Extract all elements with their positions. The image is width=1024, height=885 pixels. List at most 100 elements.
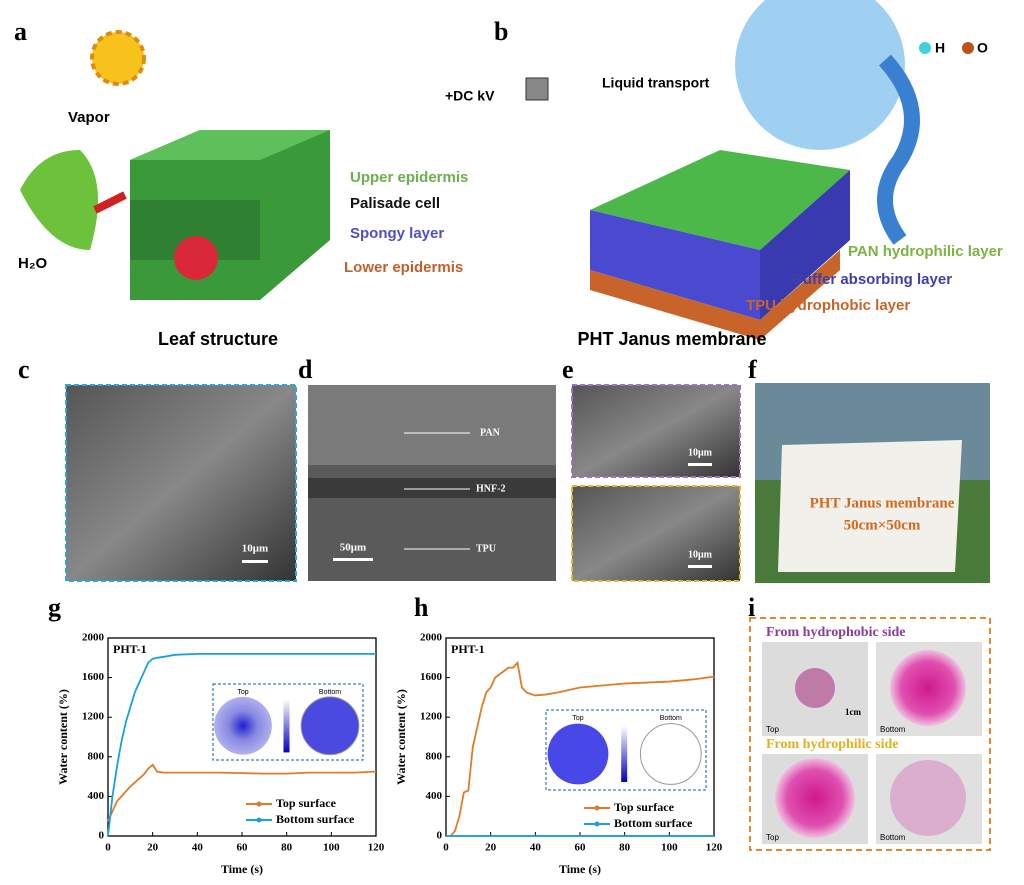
panel-label: a <box>14 17 27 46</box>
y-tick-label: 1200 <box>420 711 443 723</box>
x-axis-label: Time (s) <box>559 862 601 876</box>
inset-colorbar <box>283 699 290 753</box>
photo-label: Bottom <box>880 833 906 842</box>
x-tick-label: 100 <box>323 842 340 854</box>
scale-label: 50μm <box>340 542 366 554</box>
y-tick-label: 2000 <box>420 632 443 644</box>
x-tick-label: 60 <box>237 842 249 854</box>
panel-label: h <box>414 593 429 622</box>
caption: Leaf structure <box>158 329 278 349</box>
legend-marker <box>256 817 262 823</box>
y-tick-label: 400 <box>426 790 443 802</box>
panel-i: From hydrophobic side Top Bottom 1cm Fro… <box>749 617 991 851</box>
label: Vapor <box>68 109 110 126</box>
legend-label: Bottom surface <box>276 812 355 826</box>
layer-label: TPU <box>476 543 496 554</box>
panel-e: 10μm 10μm <box>571 384 741 582</box>
atom-label: H <box>935 40 945 56</box>
panel-label: f <box>748 355 757 384</box>
label: H₂O <box>18 255 47 272</box>
x-tick-label: 0 <box>443 842 449 854</box>
label: 50cm×50cm <box>844 517 921 533</box>
panel-label: i <box>748 593 755 622</box>
inset-label: Bottom <box>319 689 341 696</box>
legend-marker <box>594 805 600 811</box>
layer-label: HNF-2 <box>476 483 505 494</box>
x-tick-label: 120 <box>368 842 385 854</box>
row-title: From hydrophilic side <box>766 737 899 752</box>
series-line <box>107 763 377 822</box>
y-axis-label: Water content (%) <box>56 689 70 785</box>
x-tick-label: 60 <box>575 842 587 854</box>
inset-label: Top <box>237 689 248 696</box>
y-tick-label: 0 <box>437 830 443 842</box>
scale-label: 10μm <box>242 543 268 555</box>
photo-label: Top <box>766 725 779 734</box>
legend-label: Top surface <box>614 800 675 814</box>
panel-d: PAN HNF-2 TPU 50μm <box>308 385 556 581</box>
inset-disc <box>547 723 609 785</box>
panel-a: Vapor H₂O Upper epidermis Palisade cell … <box>18 30 468 349</box>
label: PHT Janus membrane <box>810 495 955 511</box>
y-tick-label: 2000 <box>82 632 105 644</box>
x-tick-label: 0 <box>105 842 111 854</box>
inset-disc <box>214 696 272 755</box>
caption: PHT Janus membrane <box>577 329 766 349</box>
label: Liquid transport <box>602 75 710 91</box>
layer-label: PAN <box>480 427 501 438</box>
x-tick-label: 20 <box>147 842 159 854</box>
legend-marker <box>594 821 600 827</box>
y-tick-label: 1600 <box>420 671 443 683</box>
series-line <box>446 660 715 837</box>
x-tick-label: 20 <box>485 842 497 854</box>
x-tick-label: 80 <box>281 842 293 854</box>
legend-label: Top surface <box>276 796 337 810</box>
inset-label: Top <box>572 715 583 722</box>
y-tick-label: 800 <box>426 750 443 762</box>
x-tick-label: 40 <box>530 842 542 854</box>
photo-label: Top <box>766 833 779 842</box>
photo-label: Bottom <box>880 725 906 734</box>
legend-marker <box>256 801 262 807</box>
panel-labels: a b c d e f g h i <box>14 17 757 622</box>
inset-colorbar <box>621 726 628 782</box>
inset-disc <box>300 696 360 756</box>
series-line <box>107 652 376 837</box>
layer-label: Buffer absorbing layer <box>792 271 952 288</box>
panel-label: c <box>18 355 30 384</box>
layer-label: TPU hydrophobic layer <box>746 297 910 314</box>
y-tick-label: 800 <box>88 750 105 762</box>
x-axis-label: Time (s) <box>221 862 263 876</box>
label: +DC kV <box>445 88 495 104</box>
y-tick-label: 400 <box>88 790 105 802</box>
panel-b: H O +DC kV Liquid transport PAN hydrophi… <box>445 0 1003 349</box>
layer-label: Upper epidermis <box>350 169 468 186</box>
scale-label: 1cm <box>845 707 861 717</box>
x-tick-label: 120 <box>706 842 723 854</box>
annotation: PHT-1 <box>451 642 485 656</box>
x-tick-label: 80 <box>619 842 631 854</box>
panel-label: g <box>48 593 61 622</box>
annotation: PHT-1 <box>113 642 147 656</box>
y-tick-label: 0 <box>99 830 105 842</box>
panel-label: e <box>562 355 574 384</box>
scale-label: 10μm <box>688 549 713 560</box>
layer-label: Palisade cell <box>350 195 440 212</box>
panel-label: b <box>494 17 508 46</box>
layer-label: PAN hydrophilic layer <box>848 243 1003 260</box>
y-axis-label: Water content (%) <box>394 689 408 785</box>
atom-label: O <box>977 40 988 56</box>
x-tick-label: 100 <box>661 842 678 854</box>
legend-label: Bottom surface <box>614 816 693 830</box>
y-tick-label: 1200 <box>82 711 105 723</box>
x-tick-label: 40 <box>192 842 204 854</box>
panel-label: d <box>298 355 313 384</box>
y-tick-label: 1600 <box>82 671 105 683</box>
inset-disc <box>639 723 702 785</box>
layer-label: Lower epidermis <box>344 259 463 276</box>
layer-label: Spongy layer <box>350 225 444 242</box>
panel-c: 10μm <box>65 384 297 582</box>
panel-f: PHT Janus membrane 50cm×50cm <box>755 383 990 583</box>
scale-label: 10μm <box>688 447 713 458</box>
